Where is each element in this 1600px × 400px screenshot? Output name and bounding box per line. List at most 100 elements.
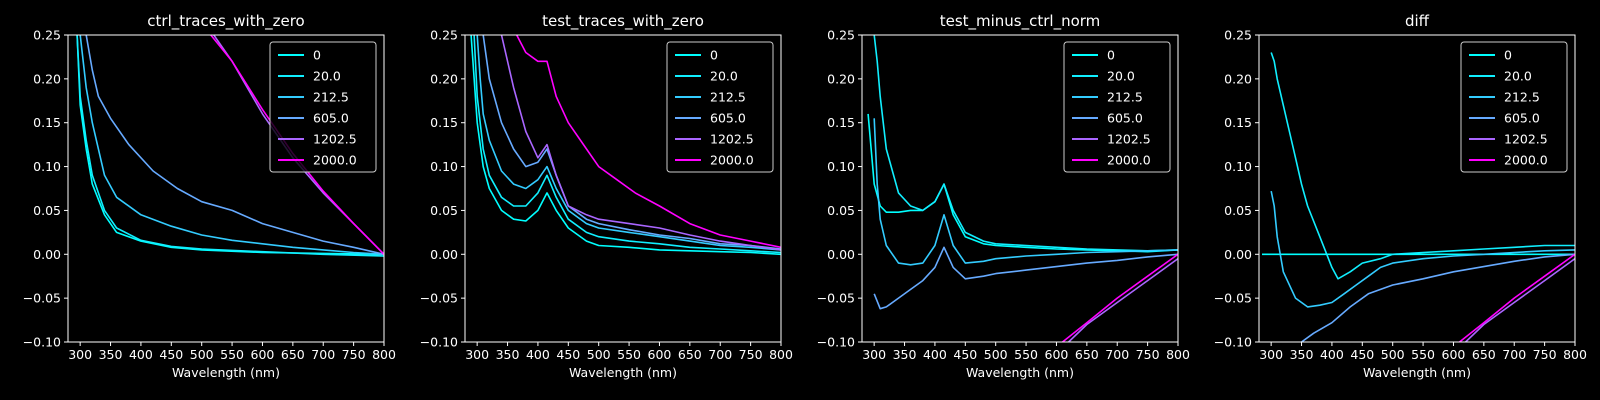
y-tick-label: −0.05 — [23, 291, 61, 306]
x-tick-label: 400 — [526, 347, 550, 362]
y-tick-label: −0.05 — [1214, 291, 1252, 306]
legend: 0 20.0 212.5 605.0 1202.5 2000.0 — [269, 41, 377, 173]
legend-label: 1202.5 — [1504, 132, 1548, 147]
x-tick-label: 400 — [129, 347, 153, 362]
x-tick-label: 750 — [1136, 347, 1160, 362]
legend: 0 20.0 212.5 605.0 1202.5 2000.0 — [666, 41, 774, 173]
plot-frame — [1258, 34, 1576, 343]
legend-label: 212.5 — [1504, 90, 1540, 105]
legend-label: 2000.0 — [313, 153, 357, 168]
x-tick-label: 750 — [1533, 347, 1557, 362]
plot-frame — [861, 34, 1179, 343]
y-tick-label: 0.05 — [430, 203, 458, 218]
legend-label: 212.5 — [710, 90, 746, 105]
chart-panel-1: 300 350 400 450 500 550 600 650 700 750 800 −0.10 −0… — [23, 12, 396, 380]
x-tick-label: 500 — [1381, 347, 1405, 362]
series-line-20.0 — [1270, 52, 1575, 280]
legend-label: 0 — [313, 48, 321, 63]
series-group — [470, 35, 781, 256]
series-line-1202.5 — [1068, 258, 1178, 342]
y-tick-label: 0.05 — [827, 203, 855, 218]
y-tick-label: −0.05 — [817, 291, 855, 306]
legend: 0 20.0 212.5 605.0 1202.5 2000.0 — [1063, 41, 1171, 173]
y-tick-label: 0.20 — [33, 71, 61, 86]
y-tick-label: 0.00 — [430, 247, 458, 262]
y-tick-label: 0.15 — [430, 115, 458, 130]
x-tick-label: 600 — [1442, 347, 1466, 362]
y-tick-label: 0.05 — [1224, 203, 1252, 218]
x-axis-label: Wavelength (nm) — [966, 365, 1074, 380]
x-tick-label: 450 — [159, 347, 183, 362]
series-line-605.0 — [873, 246, 1178, 310]
x-tick-label: 400 — [923, 347, 947, 362]
chart-title: test_traces_with_zero — [542, 12, 704, 31]
x-tick-label: 700 — [708, 347, 732, 362]
y-tick-label: −0.10 — [1214, 335, 1252, 350]
series-line-1202.5 — [500, 35, 781, 251]
x-tick-label: 550 — [1014, 347, 1038, 362]
x-axis-label: Wavelength (nm) — [172, 365, 280, 380]
x-tick-label: 300 — [68, 347, 92, 362]
series-line-605.0 — [1301, 253, 1575, 342]
chart-panel-2: 300 350 400 450 500 550 600 650 700 750 800 −0.10 −0… — [420, 12, 793, 380]
chart-title: ctrl_traces_with_zero — [147, 12, 304, 31]
x-tick-label: 650 — [678, 347, 702, 362]
x-tick-label: 300 — [862, 347, 886, 362]
x-tick-label: 650 — [1472, 347, 1496, 362]
series-line-1202.5 — [1465, 258, 1575, 342]
plot-frame — [464, 34, 782, 343]
series-line-20.0 — [473, 35, 781, 254]
series-line-605.0 — [85, 35, 384, 256]
legend-label: 605.0 — [1504, 111, 1540, 126]
x-tick-label: 550 — [220, 347, 244, 362]
y-tick-label: 0.20 — [430, 71, 458, 86]
y-tick-label: 0.00 — [827, 247, 855, 262]
x-tick-label: 600 — [648, 347, 672, 362]
x-tick-label: 300 — [465, 347, 489, 362]
legend-label: 605.0 — [1107, 111, 1143, 126]
y-tick-label: 0.20 — [1224, 71, 1252, 86]
chart-panel-3: 300 350 400 450 500 550 600 650 700 750 800 −0.10 −0… — [817, 12, 1190, 380]
chart-title: diff — [1405, 12, 1430, 30]
x-tick-label: 350 — [99, 347, 123, 362]
x-tick-label: 700 — [311, 347, 335, 362]
x-tick-label: 750 — [739, 347, 763, 362]
legend-label: 2000.0 — [710, 153, 754, 168]
legend-label: 20.0 — [710, 69, 738, 84]
x-tick-label: 600 — [1045, 347, 1069, 362]
legend-label: 1202.5 — [710, 132, 754, 147]
x-tick-label: 750 — [342, 347, 366, 362]
x-tick-label: 500 — [587, 347, 611, 362]
series-line-0 — [470, 35, 781, 256]
x-tick-label: 650 — [281, 347, 305, 362]
y-tick-label: 0.15 — [827, 115, 855, 130]
y-tick-label: 0.10 — [827, 159, 855, 174]
x-tick-label: 450 — [1350, 347, 1374, 362]
legend-label: 605.0 — [710, 111, 746, 126]
x-tick-label: 600 — [251, 347, 275, 362]
series-line-20.0 — [873, 35, 1178, 252]
legend-label: 1202.5 — [313, 132, 357, 147]
legend-label: 212.5 — [1107, 90, 1143, 105]
legend-label: 0 — [1107, 48, 1115, 63]
y-tick-label: 0.25 — [430, 28, 458, 43]
y-tick-label: 0.10 — [33, 159, 61, 174]
y-tick-label: 0.25 — [1224, 28, 1252, 43]
plot-frame — [67, 34, 385, 343]
legend-label: 20.0 — [1504, 69, 1532, 84]
series-line-0 — [867, 113, 1178, 253]
series-line-2000.0 — [1459, 253, 1575, 342]
y-tick-label: 0.00 — [33, 247, 61, 262]
y-tick-label: 0.15 — [1224, 115, 1252, 130]
x-tick-label: 800 — [1563, 347, 1587, 362]
x-tick-label: 650 — [1075, 347, 1099, 362]
legend-label: 0 — [710, 48, 718, 63]
y-tick-label: 0.25 — [827, 28, 855, 43]
x-tick-label: 350 — [893, 347, 917, 362]
y-tick-label: 0.15 — [33, 115, 61, 130]
legend-label: 605.0 — [313, 111, 349, 126]
x-tick-label: 800 — [1166, 347, 1190, 362]
x-tick-label: 350 — [496, 347, 520, 362]
x-tick-label: 550 — [1411, 347, 1435, 362]
